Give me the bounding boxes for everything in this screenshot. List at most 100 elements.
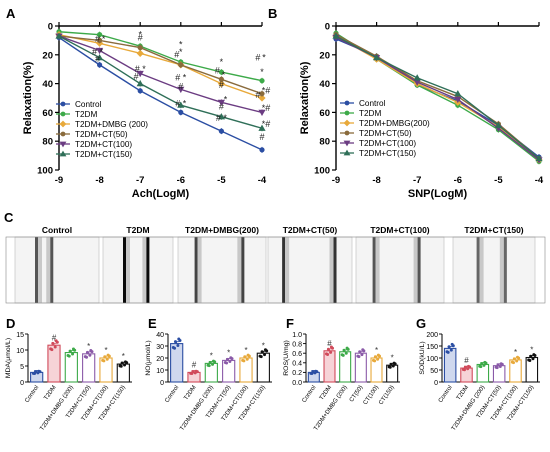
sample-dot bbox=[85, 350, 89, 354]
data-point bbox=[259, 91, 265, 97]
panel-c-images: Control T2DM T2DM+DMBG(200) T2DM+CT(50) T2DM… bbox=[5, 225, 546, 304]
y-tick-label: 0.6 bbox=[292, 351, 302, 358]
significance-mark: # * bbox=[175, 99, 187, 109]
significance-mark: * bbox=[122, 352, 125, 361]
data-point bbox=[177, 101, 185, 108]
significance-mark: * bbox=[179, 40, 183, 50]
vessel-wall-left bbox=[35, 237, 38, 303]
data-point bbox=[137, 45, 143, 51]
data-point bbox=[97, 62, 103, 68]
series-line bbox=[335, 34, 540, 160]
sample-dot bbox=[123, 363, 127, 367]
significance-mark: * bbox=[530, 346, 533, 355]
vessel-wall-right bbox=[417, 237, 421, 303]
y-tick-label: 0.2 bbox=[292, 370, 302, 377]
sample-dot bbox=[392, 361, 396, 365]
significance-mark: # bbox=[327, 339, 332, 348]
image-label: Control bbox=[42, 225, 72, 235]
panel-g-plot: 050100150200SOD(kU/L)Control#T2DMT2DM+DM… bbox=[419, 332, 540, 432]
legend-marker bbox=[60, 131, 66, 137]
bar bbox=[354, 352, 367, 383]
data-point bbox=[258, 124, 266, 131]
vessel-wall-shade bbox=[126, 237, 130, 303]
sample-dot bbox=[88, 353, 92, 357]
sample-dot bbox=[388, 365, 392, 369]
sample-dot bbox=[263, 353, 267, 357]
y-tick-label: 50 bbox=[430, 368, 438, 375]
significance-mark: # bbox=[138, 32, 143, 42]
significance-mark: * bbox=[104, 346, 107, 355]
y-tick-label: 0.8 bbox=[292, 341, 302, 348]
sample-dot bbox=[326, 347, 330, 351]
y-tick-label: 30 bbox=[156, 344, 164, 351]
significance-mark: # bbox=[255, 53, 260, 63]
sample-dot bbox=[357, 355, 361, 359]
significance-mark: *# bbox=[262, 103, 271, 113]
sample-dot bbox=[246, 353, 250, 357]
legend-label: T2DM bbox=[359, 109, 381, 118]
y-tick-label: 0 bbox=[48, 22, 53, 33]
y-tick-label: 100 bbox=[314, 166, 330, 177]
legend-label: T2DM+DMBG (200) bbox=[75, 120, 148, 129]
significance-mark: *# bbox=[262, 119, 271, 129]
y-tick-label: 40 bbox=[319, 79, 330, 90]
series-line bbox=[58, 35, 263, 129]
significance-mark: # * bbox=[135, 64, 147, 74]
sample-dot bbox=[53, 345, 57, 349]
y-tick-label: 1.0 bbox=[292, 332, 302, 339]
y-tick-label: 0.0 bbox=[292, 380, 302, 387]
sample-dot bbox=[466, 367, 470, 371]
panel-letter-e: E bbox=[148, 316, 157, 331]
vessel-image-frame bbox=[452, 236, 536, 304]
y-tick-label: 100 bbox=[426, 356, 438, 363]
significance-mark: # bbox=[174, 50, 179, 60]
sample-dot bbox=[228, 359, 232, 363]
image-label: T2DM+CT(50) bbox=[283, 225, 338, 235]
vessel-wall-right bbox=[146, 237, 150, 303]
sample-dot bbox=[263, 348, 267, 352]
x-tick-label: T2DM bbox=[183, 385, 197, 402]
sample-dot bbox=[449, 348, 453, 352]
significance-mark: * bbox=[262, 53, 266, 63]
y-axis-title: Relaxation(%) bbox=[22, 61, 34, 134]
sample-dot bbox=[211, 359, 215, 363]
x-tick-label: Control bbox=[301, 385, 317, 404]
series-line bbox=[58, 35, 263, 95]
data-point bbox=[258, 94, 266, 102]
legend-marker bbox=[60, 111, 66, 117]
panel-a-plot: -9 -8 -7 -6 -5 -4 0 20 40 60 80 100 Ach(LogM) Relaxat… bbox=[22, 22, 270, 201]
data-point bbox=[332, 32, 340, 39]
data-point bbox=[136, 70, 144, 78]
vessel-wall-shade bbox=[375, 237, 380, 303]
significance-mark: * bbox=[260, 67, 264, 77]
sample-dot bbox=[446, 350, 450, 354]
vessel-wall-right bbox=[50, 237, 54, 303]
sample-dot bbox=[389, 362, 393, 366]
panel-c-border bbox=[5, 236, 546, 304]
x-tick-label: -4 bbox=[535, 175, 544, 186]
significance-mark: # bbox=[95, 34, 100, 44]
significance-mark: * bbox=[224, 94, 228, 104]
significance-mark: # bbox=[52, 333, 57, 342]
sample-dot bbox=[260, 350, 264, 354]
x-tick-label: -5 bbox=[494, 175, 503, 186]
x-tick-label: T2DM+DMBG (200) bbox=[39, 385, 75, 432]
sample-dot bbox=[496, 363, 500, 367]
sample-dot bbox=[211, 362, 215, 366]
x-tick-label: -9 bbox=[332, 175, 340, 186]
legend-label: T2DM+CT(100) bbox=[359, 139, 416, 148]
y-axis-title: SOD(kU/L) bbox=[419, 341, 426, 374]
significance-mark: * bbox=[227, 348, 230, 357]
sample-dot bbox=[360, 353, 364, 357]
y-tick-label: 0 bbox=[434, 380, 438, 387]
vessel-wall-left bbox=[123, 237, 126, 303]
significance-mark: # bbox=[464, 356, 469, 365]
vessel-image-frame bbox=[267, 236, 353, 304]
data-point bbox=[413, 74, 421, 81]
legend-marker bbox=[344, 100, 350, 106]
y-axis-title: Relaxation(%) bbox=[299, 61, 311, 134]
data-point bbox=[97, 37, 103, 44]
significance-mark: * bbox=[138, 30, 142, 40]
